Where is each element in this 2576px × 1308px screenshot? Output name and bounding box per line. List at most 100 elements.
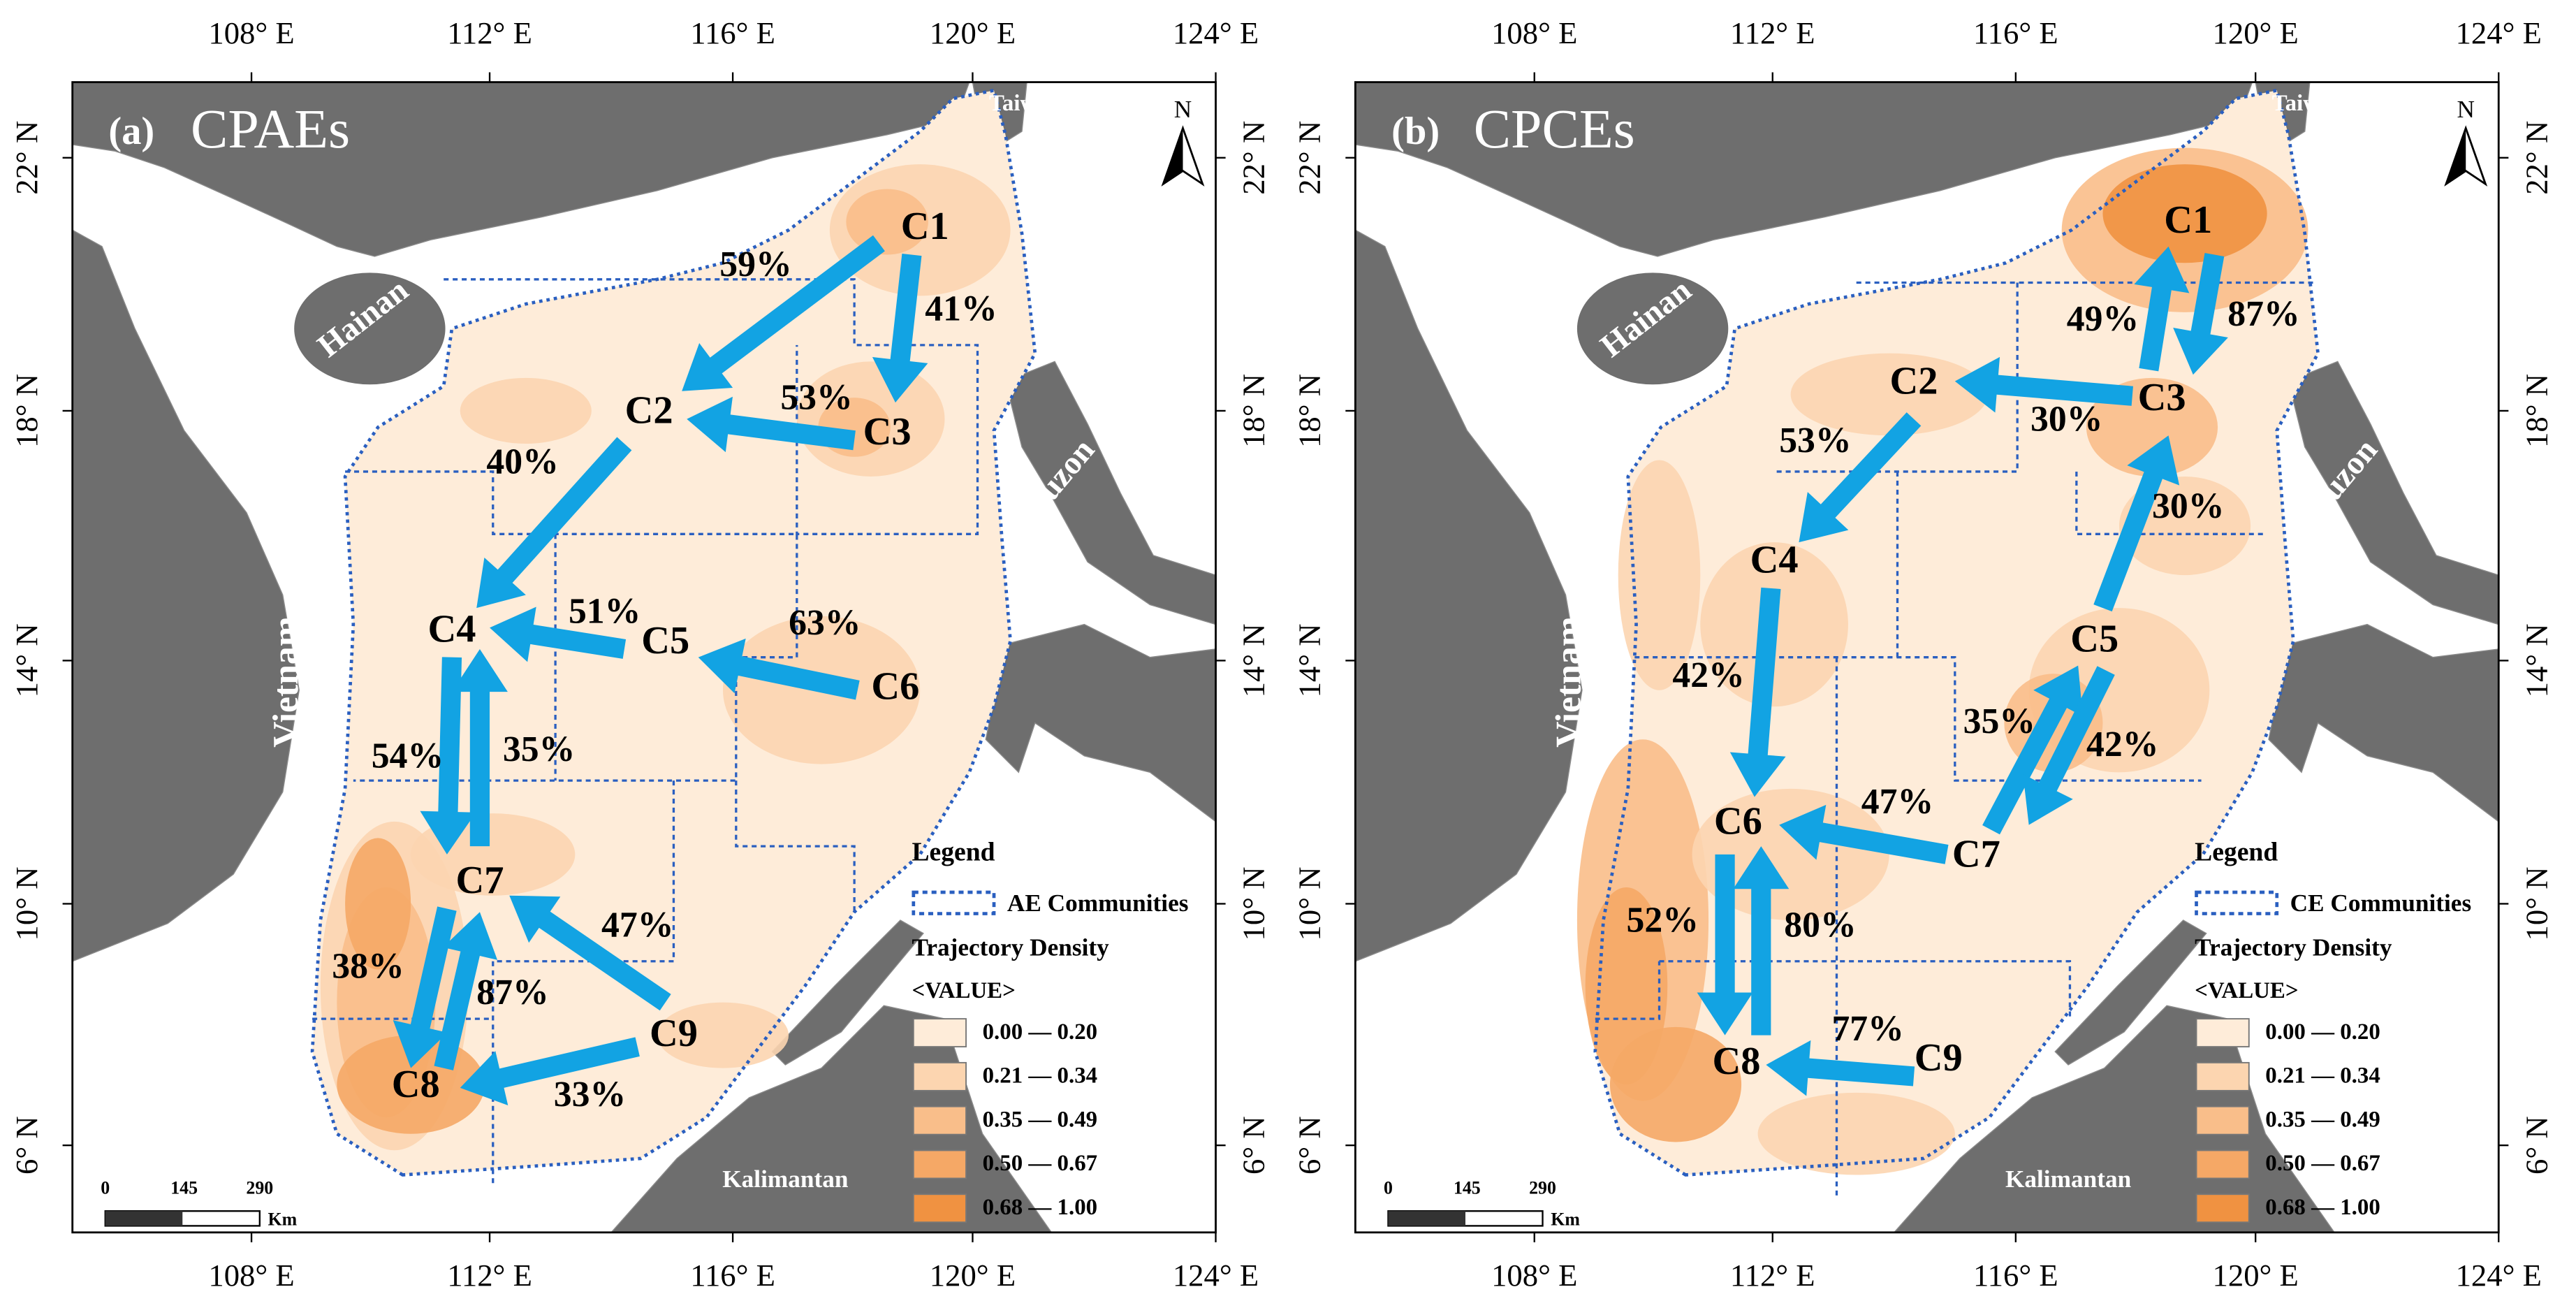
flow-share: 35%	[1963, 702, 2035, 741]
flow-arrow	[1799, 412, 1922, 543]
y-tick-label: 10° N	[9, 866, 44, 940]
community-label: C7	[455, 859, 504, 902]
legend-density-title: Trajectory Density	[2195, 933, 2392, 961]
place-label: Taiwan	[2272, 91, 2344, 116]
flow-arrow	[1954, 356, 2133, 413]
flow-arrow	[1729, 587, 1786, 797]
community-label: C8	[1713, 1040, 1761, 1083]
community-label: C4	[427, 607, 476, 651]
legend-class-label: 0.00 — 0.20	[2265, 1019, 2380, 1045]
x-tick-label: 116° E	[690, 15, 775, 50]
x-tick-label: 120° E	[2213, 1258, 2299, 1293]
study-outline	[310, 88, 1037, 1177]
flow-share: 40%	[486, 442, 558, 481]
community-label: C9	[1915, 1036, 1963, 1080]
legend-field: <VALUE>	[2195, 978, 2298, 1003]
x-tick-label: 116° E	[1973, 1258, 2058, 1293]
flow-arrow	[1733, 846, 1790, 1036]
community-label: C1	[2164, 198, 2212, 242]
y-tick-label: 14° N	[2519, 623, 2554, 697]
legend-density-title: Trajectory Density	[912, 933, 1109, 961]
flow-arrow	[1982, 665, 2083, 835]
community-label: C5	[2070, 617, 2118, 660]
community-label: C9	[650, 1012, 698, 1055]
scale-bar-fill	[105, 1211, 183, 1226]
flow-share: 42%	[2086, 725, 2158, 764]
x-tick-label: 116° E	[1973, 15, 2058, 50]
y-tick-label: 14° N	[1236, 623, 1271, 697]
x-tick-label: 124° E	[2456, 15, 2542, 50]
legend-class-label: 0.21 — 0.34	[983, 1063, 1098, 1089]
x-tick-label: 120° E	[930, 15, 1016, 50]
panel-label: (a)	[108, 110, 154, 153]
x-tick-label: 120° E	[930, 1258, 1016, 1293]
y-tick-label: 14° N	[1292, 623, 1327, 697]
y-tick-label: 18° N	[1236, 374, 1271, 448]
y-tick-label: 18° N	[2519, 374, 2554, 448]
x-tick-label: 112° E	[1730, 15, 1815, 50]
y-tick-label: 10° N	[1292, 866, 1327, 940]
x-tick-label: 112° E	[447, 1258, 532, 1293]
flow-arrow	[687, 396, 856, 453]
land	[294, 272, 446, 385]
land	[72, 229, 300, 962]
legend-boundary-swatch	[912, 890, 996, 915]
y-tick-label: 18° N	[9, 374, 44, 448]
density-patch	[657, 1002, 789, 1068]
place-label: Vietnam	[1549, 616, 1589, 748]
flow-arrow	[682, 235, 885, 391]
x-tick-label: 124° E	[1173, 1258, 1259, 1293]
study-area	[312, 90, 1035, 1175]
flow-share: 30%	[2152, 486, 2224, 526]
density-patch	[460, 377, 592, 444]
land	[1004, 361, 1216, 625]
flow-arrow	[698, 638, 860, 700]
legend-class-label: 0.68 — 1.00	[2265, 1195, 2380, 1220]
y-tick-label: 10° N	[2519, 866, 2554, 940]
community-boundary	[2075, 471, 2267, 535]
flow-share: 35%	[503, 729, 575, 769]
community-label: C8	[392, 1063, 440, 1106]
legend-swatch	[2195, 1149, 2250, 1179]
panel-title: CPCEs	[1474, 99, 1635, 160]
flow-share: 80%	[1784, 906, 1856, 945]
scale-tick: 290	[246, 1178, 273, 1198]
y-tick-label: 6° N	[9, 1116, 44, 1175]
density-patch	[1609, 1026, 1742, 1142]
y-tick-label: 18° N	[1292, 374, 1327, 448]
community-boundary	[345, 470, 798, 782]
north-label: N	[1174, 96, 1192, 123]
scale-tick: 0	[101, 1178, 110, 1198]
density-patch	[1618, 460, 1701, 690]
land	[771, 920, 924, 1066]
x-tick-label: 124° E	[2456, 1258, 2542, 1293]
map-frame	[71, 81, 1217, 1234]
legend-title: Legend	[912, 838, 995, 867]
legend-title: Legend	[2195, 838, 2278, 867]
density-patch	[1757, 1092, 1955, 1175]
flow-arrow	[2023, 666, 2115, 825]
flow-arrow	[2093, 435, 2180, 612]
flow-arrow	[451, 648, 508, 847]
flow-arrow	[434, 912, 498, 1070]
boundary-layer	[1593, 88, 2320, 1200]
flow-share: 38%	[332, 946, 404, 986]
scale-tick: 0	[1384, 1178, 1393, 1198]
legend-boundary-label: CE Communities	[2290, 889, 2472, 917]
flow-share: 54%	[372, 736, 444, 776]
land	[2054, 920, 2207, 1066]
map-frame	[1354, 81, 2500, 1234]
place-label: Kalimantan	[2005, 1165, 2132, 1193]
panel-label: (b)	[1391, 110, 1440, 153]
community-boundary	[1595, 961, 1661, 1020]
x-tick-label: 112° E	[1730, 1258, 1815, 1293]
community-label: C3	[863, 410, 912, 453]
community-boundary	[735, 780, 856, 913]
land	[1576, 272, 1729, 385]
x-tick-label: 116° E	[690, 1258, 775, 1293]
